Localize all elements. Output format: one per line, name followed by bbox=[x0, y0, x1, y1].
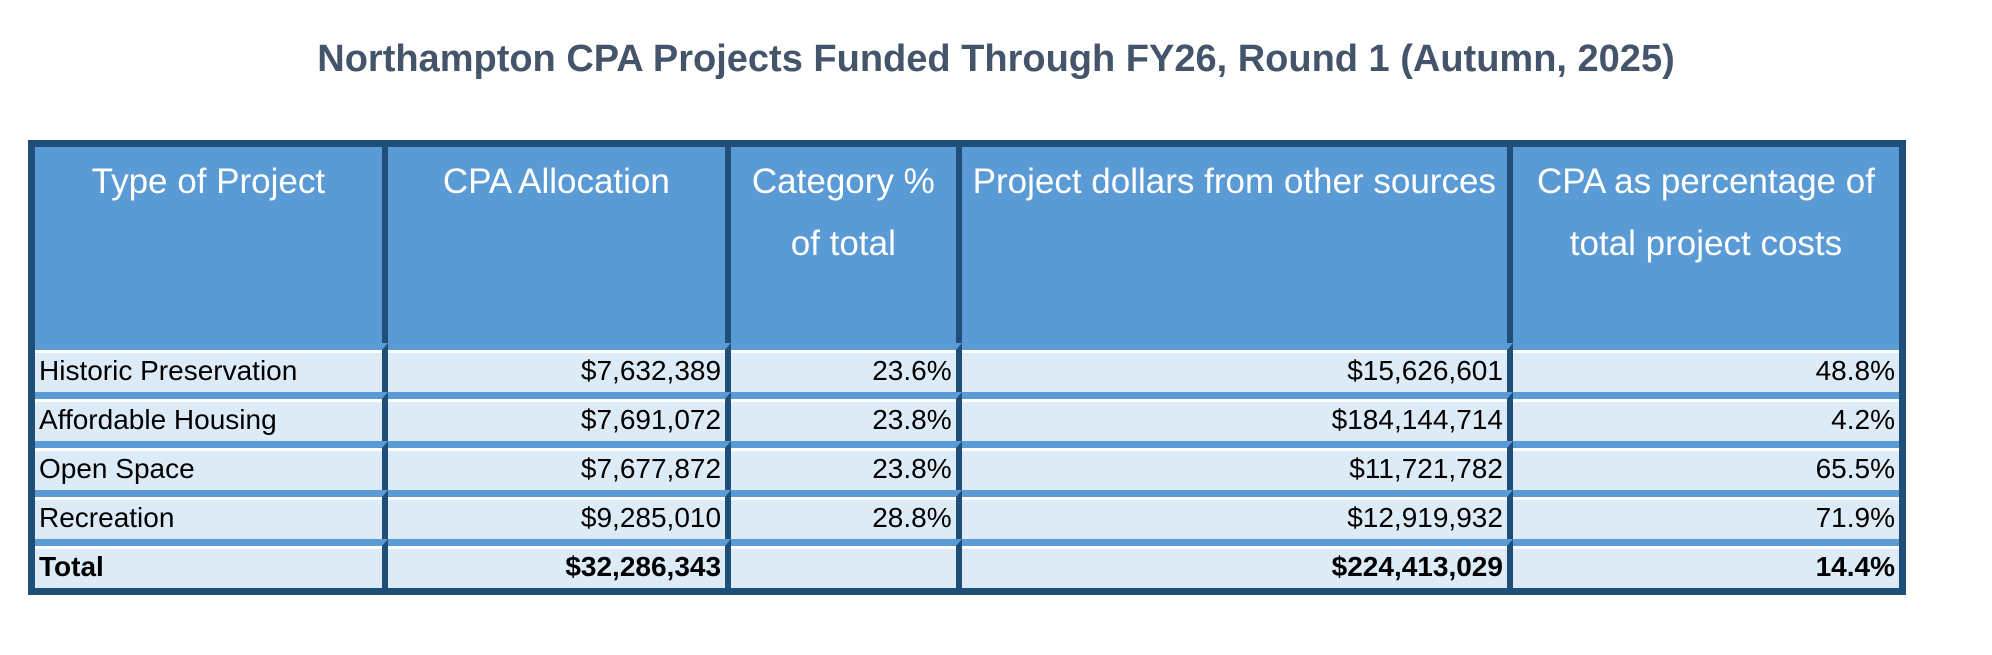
cell-other-sources: $15,626,601 bbox=[961, 343, 1513, 392]
table-row: Affordable Housing $7,691,072 23.8% $184,14… bbox=[35, 392, 1899, 441]
cell-cpa-percentage: 71.9% bbox=[1512, 490, 1899, 539]
cell-type: Affordable Housing bbox=[35, 392, 388, 441]
cell-category-percent: 23.8% bbox=[731, 441, 962, 490]
cell-cpa-percentage: 48.8% bbox=[1512, 343, 1899, 392]
cell-other-sources: $12,919,932 bbox=[961, 490, 1513, 539]
header-cpa-allocation: CPA Allocation bbox=[387, 147, 732, 343]
cell-cpa-percentage: 14.4% bbox=[1512, 539, 1899, 588]
cell-category-percent: 23.6% bbox=[731, 343, 962, 392]
cell-type: Open Space bbox=[35, 441, 388, 490]
cell-cpa-allocation: $7,632,389 bbox=[387, 343, 732, 392]
cell-category-percent: 28.8% bbox=[731, 490, 962, 539]
header-other-sources: Project dollars from other sources bbox=[961, 147, 1513, 343]
cell-cpa-allocation: $32,286,343 bbox=[387, 539, 732, 588]
header-type-of-project: Type of Project bbox=[35, 147, 388, 343]
table-row: Historic Preservation $7,632,389 23.6% $15,… bbox=[35, 343, 1899, 392]
cell-category-percent bbox=[731, 539, 962, 588]
cell-cpa-percentage: 65.5% bbox=[1512, 441, 1899, 490]
cell-other-sources: $224,413,029 bbox=[961, 539, 1513, 588]
total-row: Total $32,286,343 $224,413,029 14.4% bbox=[35, 539, 1899, 588]
header-cpa-percentage: CPA as percentage of total project costs bbox=[1512, 147, 1899, 343]
cell-cpa-allocation: $7,691,072 bbox=[387, 392, 732, 441]
table-row: Recreation $9,285,010 28.8% $12,919,932 71.9… bbox=[35, 490, 1899, 539]
cell-cpa-allocation: $7,677,872 bbox=[387, 441, 732, 490]
cell-cpa-percentage: 4.2% bbox=[1512, 392, 1899, 441]
cell-type: Recreation bbox=[35, 490, 388, 539]
header-row: Type of Project CPA Allocation Category … bbox=[35, 147, 1899, 343]
cell-type: Historic Preservation bbox=[35, 343, 388, 392]
cell-type: Total bbox=[35, 539, 388, 588]
header-category-percent: Category % of total bbox=[731, 147, 962, 343]
cell-other-sources: $11,721,782 bbox=[961, 441, 1513, 490]
cell-category-percent: 23.8% bbox=[731, 392, 962, 441]
cpa-projects-table: Type of Project CPA Allocation Category … bbox=[28, 140, 1906, 595]
cell-other-sources: $184,144,714 bbox=[961, 392, 1513, 441]
cell-cpa-allocation: $9,285,010 bbox=[387, 490, 732, 539]
table-row: Open Space $7,677,872 23.8% $11,721,782 65.5… bbox=[35, 441, 1899, 490]
page-title: Northampton CPA Projects Funded Through … bbox=[317, 38, 1675, 80]
